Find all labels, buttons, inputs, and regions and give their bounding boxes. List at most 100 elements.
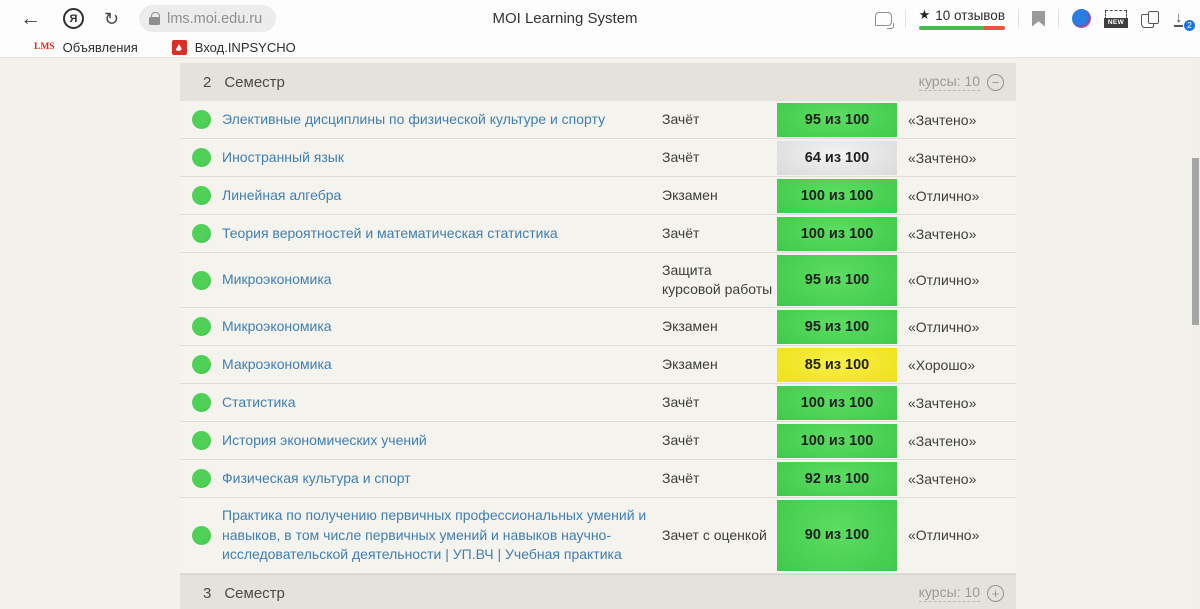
semester-number: 2 xyxy=(203,74,211,91)
course-status-cell xyxy=(180,224,222,243)
grade-label: «Зачтено» xyxy=(897,433,1016,449)
assessment-type-label: Зачёт xyxy=(662,140,777,175)
score-badge: 100 из 100 xyxy=(777,217,897,251)
course-row: Элективные дисциплины по физической куль… xyxy=(180,101,1016,139)
expand-icon[interactable]: + xyxy=(987,585,1004,602)
green-status-dot-icon xyxy=(192,224,211,243)
lock-icon[interactable] xyxy=(149,12,160,25)
browser-toolbar: ← Я ↻ lms.moi.edu.ru MOI Learning System… xyxy=(0,0,1200,37)
collections-icon[interactable] xyxy=(1141,11,1159,27)
assessment-type-label: Зачёт xyxy=(662,216,777,251)
semester-grades-table: 2 Семестр курсы: 10 − Элективные дисципл… xyxy=(180,63,1016,609)
course-name-link[interactable]: История экономических учений xyxy=(222,432,427,448)
course-status-cell xyxy=(180,393,222,412)
course-status-cell xyxy=(180,317,222,336)
yandex-logo-icon[interactable]: Я xyxy=(63,8,84,29)
grade-label: «Хорошо» xyxy=(897,357,1016,373)
course-name-cell: Макроэкономика xyxy=(222,347,662,383)
green-status-dot-icon xyxy=(192,271,211,290)
bookmark-item-inpsycho[interactable]: Вход.INPSYCHO xyxy=(172,40,296,55)
course-name-cell: Иностранный язык xyxy=(222,140,662,176)
protect-chat-icon[interactable] xyxy=(875,12,892,26)
course-name-cell: Физическая культура и спорт xyxy=(222,461,662,497)
course-status-cell xyxy=(180,186,222,205)
course-name-link[interactable]: Статистика xyxy=(222,394,296,410)
bookmark-icon[interactable] xyxy=(1032,11,1045,27)
green-status-dot-icon xyxy=(192,355,211,374)
course-name-cell: Микроэкономика xyxy=(222,309,662,345)
back-icon[interactable]: ← xyxy=(14,8,47,29)
green-status-dot-icon xyxy=(192,186,211,205)
course-rows: Элективные дисциплины по физической куль… xyxy=(180,101,1016,574)
toolbar-divider xyxy=(1058,9,1059,28)
green-status-dot-icon xyxy=(192,526,211,545)
inpsycho-favicon xyxy=(172,40,187,55)
course-name-link[interactable]: Иностранный язык xyxy=(222,149,344,165)
courses-count-link[interactable]: курсы: 10 xyxy=(919,73,980,91)
grade-label: «Отлично» xyxy=(897,188,1016,204)
courses-count-link[interactable]: курсы: 10 xyxy=(919,584,980,602)
course-name-link[interactable]: Микроэкономика xyxy=(222,318,332,334)
course-row: Макроэкономика Экзамен 85 из 100 «Хорошо… xyxy=(180,346,1016,384)
reviews-count-label: 10 отзывов xyxy=(935,8,1005,23)
course-name-link[interactable]: Практика по получению первичных професси… xyxy=(222,507,646,562)
lms-favicon: LMS xyxy=(34,42,55,52)
course-name-link[interactable]: Элективные дисциплины по физической куль… xyxy=(222,111,605,127)
course-name-cell: Микроэкономика xyxy=(222,262,662,298)
score-badge: 95 из 100 xyxy=(777,103,897,137)
download-count-badge: 2 xyxy=(1183,19,1196,32)
course-name-link[interactable]: Теория вероятностей и математическая ста… xyxy=(222,225,558,241)
course-status-cell xyxy=(180,431,222,450)
assessment-type-label: Зачёт xyxy=(662,385,777,420)
semester-title: Семестр xyxy=(224,74,285,91)
score-badge: 90 из 100 xyxy=(777,500,897,572)
site-reviews-button[interactable]: ★ 10 отзывов xyxy=(919,7,1005,30)
assessment-type-label: Экзамен xyxy=(662,178,777,213)
green-status-dot-icon xyxy=(192,469,211,488)
refresh-icon[interactable]: ↻ xyxy=(98,10,125,28)
course-row: Микроэкономика Экзамен 95 из 100 «Отличн… xyxy=(180,308,1016,346)
bookmarks-bar: LMS Объявления Вход.INPSYCHO xyxy=(0,37,1200,58)
assessment-type-label: Экзамен xyxy=(662,309,777,344)
extension-browser-icon[interactable] xyxy=(1072,9,1091,28)
scrollbar-track[interactable] xyxy=(1191,59,1200,609)
course-name-link[interactable]: Физическая культура и спорт xyxy=(222,470,411,486)
course-status-cell xyxy=(180,148,222,167)
browser-chrome: ← Я ↻ lms.moi.edu.ru MOI Learning System… xyxy=(0,0,1200,58)
course-row: Статистика Зачёт 100 из 100 «Зачтено» xyxy=(180,384,1016,422)
course-name-cell: История экономических учений xyxy=(222,423,662,459)
downloads-button[interactable]: ↓ 2 xyxy=(1172,9,1192,29)
star-icon: ★ xyxy=(919,7,931,23)
grade-label: «Зачтено» xyxy=(897,150,1016,166)
screenshot-new-icon[interactable]: NEW xyxy=(1104,10,1128,28)
scrollbar-thumb[interactable] xyxy=(1192,158,1199,325)
score-badge: 100 из 100 xyxy=(777,386,897,420)
green-status-dot-icon xyxy=(192,317,211,336)
course-name-link[interactable]: Микроэкономика xyxy=(222,271,332,287)
course-name-link[interactable]: Макроэкономика xyxy=(222,356,332,372)
assessment-type-label: Экзамен xyxy=(662,347,777,382)
green-status-dot-icon xyxy=(192,148,211,167)
course-name-cell: Линейная алгебра xyxy=(222,178,662,214)
address-bar[interactable]: lms.moi.edu.ru xyxy=(139,5,276,32)
course-status-cell xyxy=(180,271,222,290)
collapse-icon[interactable]: − xyxy=(987,74,1004,91)
course-status-cell xyxy=(180,526,222,545)
url-text[interactable]: lms.moi.edu.ru xyxy=(167,11,262,27)
rating-bar xyxy=(919,26,1005,30)
score-badge: 92 из 100 xyxy=(777,462,897,496)
assessment-type-label: Зачёт xyxy=(662,423,777,458)
course-name-cell: Элективные дисциплины по физической куль… xyxy=(222,102,662,138)
course-name-link[interactable]: Линейная алгебра xyxy=(222,187,341,203)
semester-title: Семестр xyxy=(224,585,285,602)
course-row: Иностранный язык Зачёт 64 из 100 «Зачтен… xyxy=(180,139,1016,177)
course-status-cell xyxy=(180,469,222,488)
score-badge: 85 из 100 xyxy=(777,348,897,382)
grade-label: «Отлично» xyxy=(897,527,1016,543)
assessment-type-label: Зачет с оценкой xyxy=(662,518,777,553)
course-row: История экономических учений Зачёт 100 и… xyxy=(180,422,1016,460)
score-badge: 100 из 100 xyxy=(777,179,897,213)
grade-label: «Отлично» xyxy=(897,272,1016,288)
bookmark-item-announcements[interactable]: LMS Объявления xyxy=(34,40,138,55)
green-status-dot-icon xyxy=(192,393,211,412)
